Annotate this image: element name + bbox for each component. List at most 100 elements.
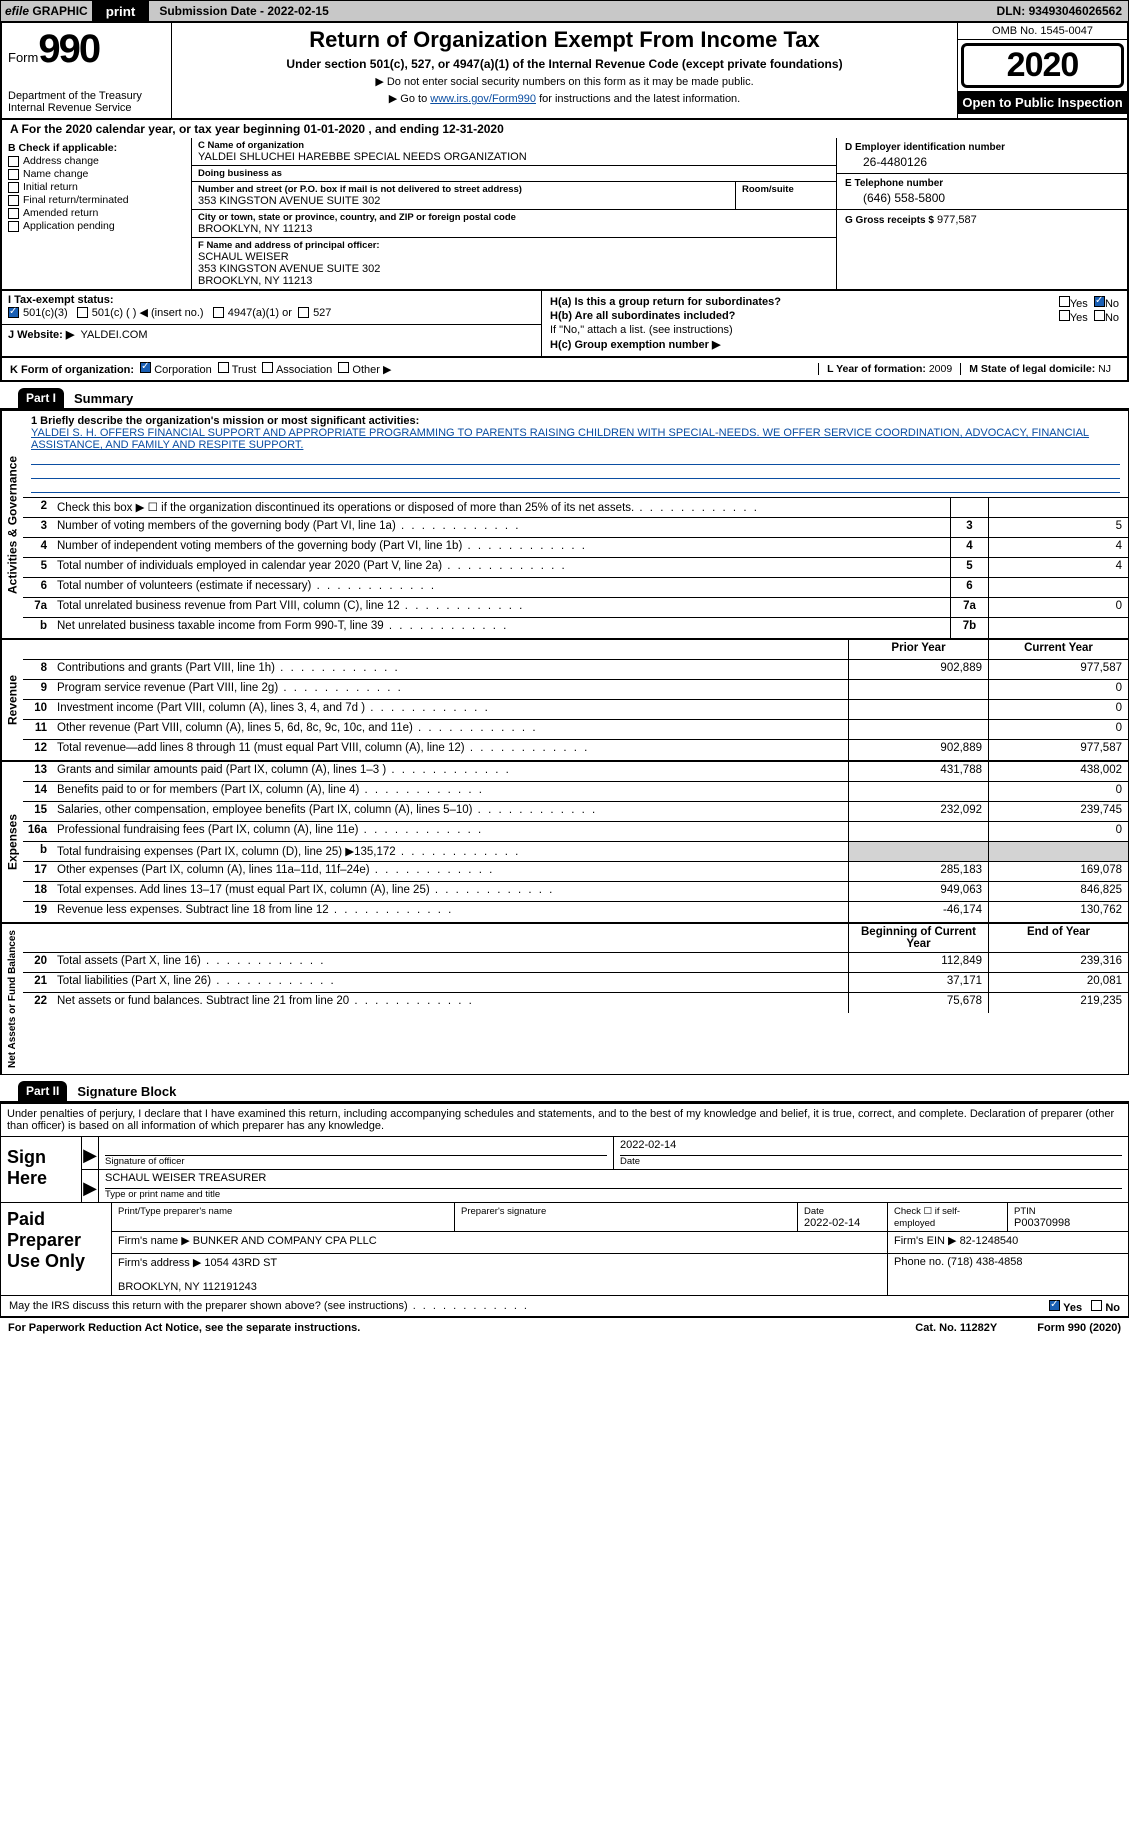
submission-label: Submission Date - 2022-02-15: [149, 4, 328, 18]
city-label: City or town, state or province, country…: [198, 212, 830, 223]
box-b-title: B Check if applicable:: [8, 142, 185, 154]
name-label: C Name of organization: [198, 140, 830, 151]
chk-corp[interactable]: [140, 362, 151, 373]
sig-officer-label: Signature of officer: [105, 1155, 607, 1167]
checkbox[interactable]: [8, 182, 19, 193]
box-b-item: Name change: [8, 168, 185, 180]
hb-yes[interactable]: [1059, 310, 1070, 321]
checkbox[interactable]: [8, 208, 19, 219]
info-block: B Check if applicable: Address changeNam…: [0, 138, 1129, 291]
table-row: 14Benefits paid to or for members (Part …: [23, 782, 1128, 802]
chk-501c[interactable]: [77, 307, 88, 318]
table-row: bTotal fundraising expenses (Part IX, co…: [23, 842, 1128, 862]
officer-addr: 353 KINGSTON AVENUE SUITE 302 BROOKLYN, …: [198, 263, 830, 287]
table-row: 21Total liabilities (Part X, line 26)37,…: [23, 973, 1128, 993]
table-row: 8Contributions and grants (Part VIII, li…: [23, 660, 1128, 680]
sign-here-label: Sign Here: [1, 1137, 81, 1202]
table-row: 22Net assets or fund balances. Subtract …: [23, 993, 1128, 1013]
dba-label: Doing business as: [198, 168, 830, 179]
org-name: YALDEI SHLUCHEI HAREBBE SPECIAL NEEDS OR…: [198, 151, 830, 163]
row-j-website: J Website: ▶ YALDEI.COM: [2, 325, 541, 344]
page-footer: For Paperwork Reduction Act Notice, see …: [0, 1317, 1129, 1338]
addr-label: Number and street (or P.O. box if mail i…: [198, 184, 729, 195]
form-header: Form990 Department of the Treasury Inter…: [0, 22, 1129, 120]
side-activities: Activities & Governance: [1, 411, 23, 638]
box-h: H(a) Is this a group return for subordin…: [542, 291, 1127, 356]
table-row: 17Other expenses (Part IX, column (A), l…: [23, 862, 1128, 882]
hb-no[interactable]: [1094, 310, 1105, 321]
table-row: 11Other revenue (Part VIII, column (A), …: [23, 720, 1128, 740]
table-row: 6Total number of volunteers (estimate if…: [23, 578, 1128, 598]
chk-trust[interactable]: [218, 362, 229, 373]
checkbox[interactable]: [8, 156, 19, 167]
officer-label: F Name and address of principal officer:: [198, 240, 830, 251]
chk-501c3[interactable]: [8, 307, 19, 318]
type-name-label: Type or print name and title: [105, 1188, 1122, 1200]
room-label: Room/suite: [742, 184, 830, 195]
phone-value: (646) 558-5800: [845, 191, 1119, 205]
dln: DLN: 93493046026562: [997, 4, 1128, 18]
discuss-yes[interactable]: [1049, 1300, 1060, 1311]
side-expenses: Expenses: [1, 762, 23, 922]
table-row: 5Total number of individuals employed in…: [23, 558, 1128, 578]
paid-label: Paid Preparer Use Only: [1, 1203, 111, 1295]
box-c: C Name of organization YALDEI SHLUCHEI H…: [192, 138, 837, 289]
part2-header: Part II Signature Block: [0, 1081, 1129, 1103]
tax-year: 2020: [961, 43, 1124, 88]
addr-value: 353 KINGSTON AVENUE SUITE 302: [198, 195, 729, 207]
box-b-item: Amended return: [8, 207, 185, 219]
checkbox[interactable]: [8, 195, 19, 206]
form-title: Return of Organization Exempt From Incom…: [178, 27, 951, 53]
chk-other[interactable]: [338, 362, 349, 373]
hb-note: If "No," attach a list. (see instruction…: [550, 324, 1119, 336]
netassets-section: Net Assets or Fund Balances Beginning of…: [0, 923, 1129, 1075]
chk-4947[interactable]: [213, 307, 224, 318]
box-d: D Employer identification number 26-4480…: [837, 138, 1127, 289]
table-row: bNet unrelated business taxable income f…: [23, 618, 1128, 638]
paid-preparer: Paid Preparer Use Only Print/Type prepar…: [0, 1203, 1129, 1296]
table-row: 7aTotal unrelated business revenue from …: [23, 598, 1128, 618]
ha-no[interactable]: [1094, 296, 1105, 307]
table-row: 20Total assets (Part X, line 16)112,8492…: [23, 953, 1128, 973]
topbar: efile GRAPHIC print Submission Date - 20…: [0, 0, 1129, 22]
expenses-section: Expenses 13Grants and similar amounts pa…: [0, 761, 1129, 923]
form-number: Form990: [8, 27, 165, 72]
chk-assoc[interactable]: [262, 362, 273, 373]
irs-link[interactable]: www.irs.gov/Form990: [430, 93, 536, 105]
sig-date: 2022-02-14: [620, 1139, 1122, 1155]
discuss-row: May the IRS discuss this return with the…: [0, 1296, 1129, 1317]
box-b-item: Final return/terminated: [8, 194, 185, 206]
table-row: 9Program service revenue (Part VIII, lin…: [23, 680, 1128, 700]
row-k: K Form of organization: Corporation Trus…: [0, 358, 1129, 382]
period-row: A For the 2020 calendar year, or tax yea…: [0, 120, 1129, 138]
form-subtitle: Under section 501(c), 527, or 4947(a)(1)…: [178, 57, 951, 71]
revenue-section: Revenue Prior Year Current Year 8Contrib…: [0, 639, 1129, 761]
table-row: 2Check this box ▶ ☐ if the organization …: [23, 498, 1128, 518]
arrow-icon: ▶: [82, 1170, 98, 1202]
chk-527[interactable]: [298, 307, 309, 318]
row-i-tax-status: I Tax-exempt status: 501(c)(3) 501(c) ( …: [2, 291, 541, 325]
officer-name: SCHAUL WEISER: [198, 251, 830, 263]
status-block: I Tax-exempt status: 501(c)(3) 501(c) ( …: [0, 291, 1129, 358]
checkbox[interactable]: [8, 221, 19, 232]
table-row: 3Number of voting members of the governi…: [23, 518, 1128, 538]
dept-label: Department of the Treasury Internal Reve…: [8, 90, 165, 114]
print-button[interactable]: print: [92, 1, 150, 21]
table-row: 15Salaries, other compensation, employee…: [23, 802, 1128, 822]
table-row: 10Investment income (Part VIII, column (…: [23, 700, 1128, 720]
hb-label: H(b) Are all subordinates included?: [550, 310, 735, 322]
signature-block: Under penalties of perjury, I declare th…: [0, 1103, 1129, 1203]
checkbox[interactable]: [8, 169, 19, 180]
col-headers: Prior Year Current Year: [23, 640, 1128, 660]
efile-label: efile GRAPHIC: [1, 4, 92, 18]
box-b-item: Address change: [8, 155, 185, 167]
side-revenue: Revenue: [1, 640, 23, 760]
ein-value: 26-4480126: [845, 155, 1119, 169]
side-netassets: Net Assets or Fund Balances: [1, 924, 23, 1074]
hc-label: H(c) Group exemption number ▶: [550, 339, 720, 351]
box-b-item: Initial return: [8, 181, 185, 193]
discuss-no[interactable]: [1091, 1300, 1102, 1311]
gross-label: G Gross receipts $: [845, 215, 934, 226]
ha-yes[interactable]: [1059, 296, 1070, 307]
phone-label: E Telephone number: [845, 178, 1119, 189]
